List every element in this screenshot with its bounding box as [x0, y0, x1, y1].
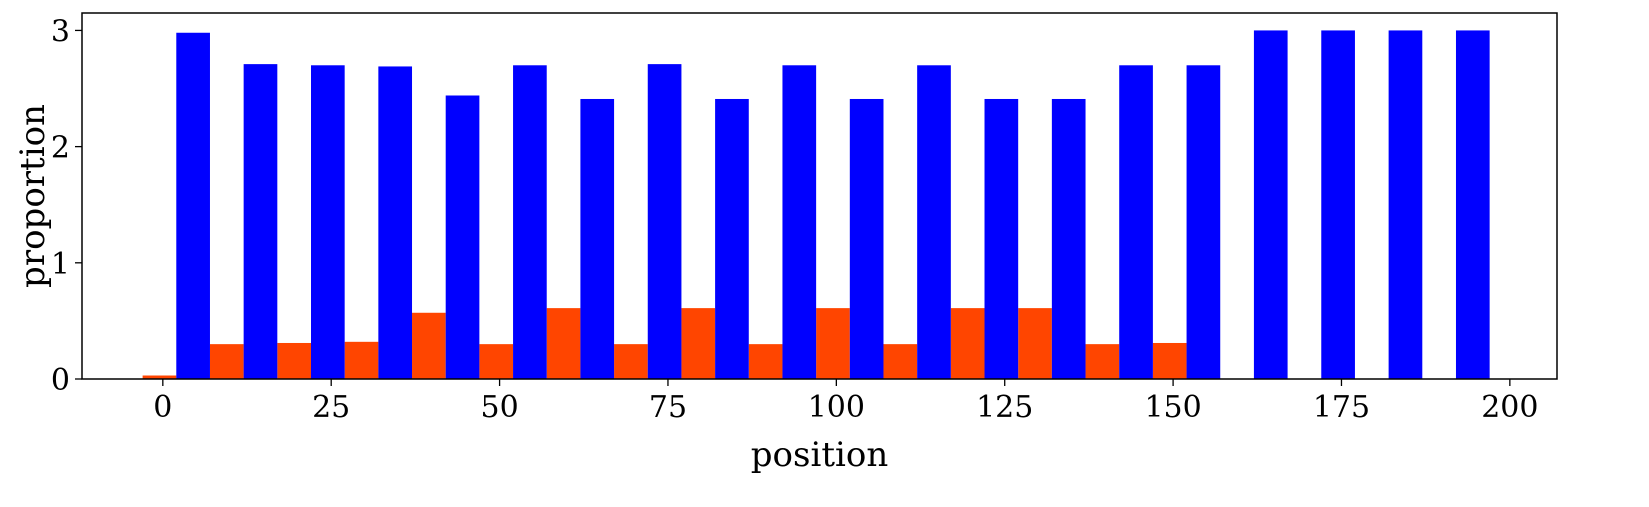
bar-series2-0: [176, 32, 210, 379]
bar-series1-7: [614, 344, 648, 379]
x-tick-label: 100: [808, 390, 865, 425]
x-tick-label: 150: [1144, 390, 1201, 425]
bar-series1-14: [1085, 344, 1120, 379]
bar-series1-15: [1152, 342, 1187, 379]
x-axis-label: position: [751, 435, 888, 475]
plot-frame: [81, 12, 1558, 380]
bar-series1-10: [816, 308, 850, 379]
bar-series1-12: [950, 308, 985, 379]
bars-layer: [142, 30, 1490, 380]
x-tick-label: 0: [153, 390, 172, 425]
bar-series2-8: [715, 98, 749, 379]
y-tick-label: 0: [51, 363, 70, 398]
bar-series2-12: [984, 98, 1019, 379]
bar-series2-5: [513, 65, 547, 380]
bar-series1-1: [209, 344, 244, 379]
x-tick-label: 75: [649, 390, 687, 425]
bar-series1-13: [1018, 308, 1052, 379]
bar-series1-6: [546, 308, 581, 379]
bar-series2-14: [1119, 65, 1153, 380]
bar-series2-1: [243, 64, 278, 379]
bar-series1-4: [412, 312, 446, 379]
bar-series2-16: [1253, 30, 1288, 380]
x-tick-label: 200: [1481, 390, 1538, 425]
bar-series2-2: [310, 65, 345, 380]
bar-series2-15: [1186, 65, 1221, 380]
ticks-layer: 0 25 50 75 100 125 150 175 200 0 1 2 3: [51, 14, 1539, 425]
bar-series2-9: [782, 65, 817, 380]
bar-series2-7: [647, 64, 682, 379]
bar-series1-11: [883, 344, 918, 379]
y-tick-label: 3: [51, 14, 70, 49]
bar-series1-9: [748, 344, 783, 379]
bar-series2-10: [849, 98, 884, 379]
y-axis-label: proportion: [13, 104, 53, 288]
bar-series2-6: [580, 98, 615, 379]
bar-series2-19: [1455, 30, 1490, 380]
bar-series2-17: [1321, 30, 1355, 380]
bar-series1-3: [344, 341, 379, 379]
bar-series2-13: [1051, 98, 1086, 379]
x-tick-label: 175: [1313, 390, 1370, 425]
bar-series2-4: [445, 95, 480, 379]
y-tick-label: 2: [51, 131, 70, 166]
x-tick-label: 50: [480, 390, 518, 425]
bar-series1-0: [142, 375, 177, 379]
bar-series2-3: [378, 66, 413, 379]
x-tick-label: 125: [976, 390, 1033, 425]
bar-series2-11: [917, 65, 951, 380]
bar-series1-2: [277, 342, 311, 379]
y-tick-label: 1: [51, 247, 70, 282]
bar-series2-18: [1388, 30, 1423, 380]
bar-series1-5: [479, 344, 514, 379]
bar-series1-8: [681, 308, 716, 379]
x-tick-label: 25: [312, 390, 350, 425]
